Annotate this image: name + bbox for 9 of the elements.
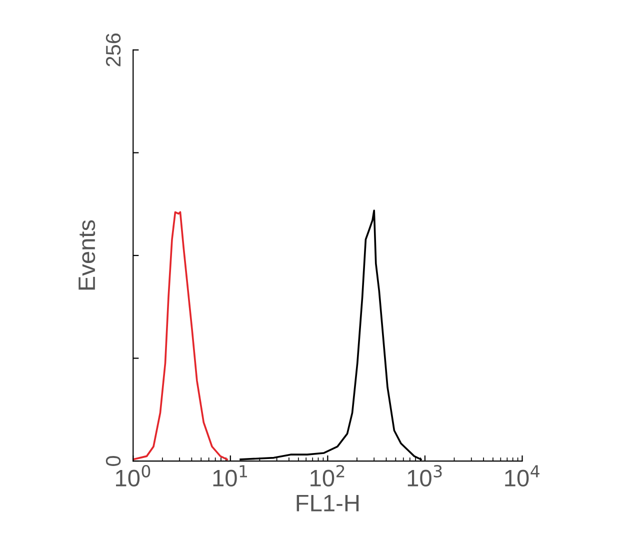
x-tick-label: 10$^{2}$ xyxy=(310,464,344,487)
x-tick-label: 10$^{3}$ xyxy=(408,464,442,487)
x-axis-title: FL1-H xyxy=(296,494,359,512)
x-tick-label: 10$^{0}$ xyxy=(116,464,150,487)
y-tick-label: 0 xyxy=(106,456,121,466)
y-axis-title: Events xyxy=(78,220,96,290)
x-tick-label: 10$^{1}$ xyxy=(213,465,247,487)
y-tick-label: 256 xyxy=(106,33,121,66)
x-tick-label: 10$^{4}$ xyxy=(505,465,540,487)
